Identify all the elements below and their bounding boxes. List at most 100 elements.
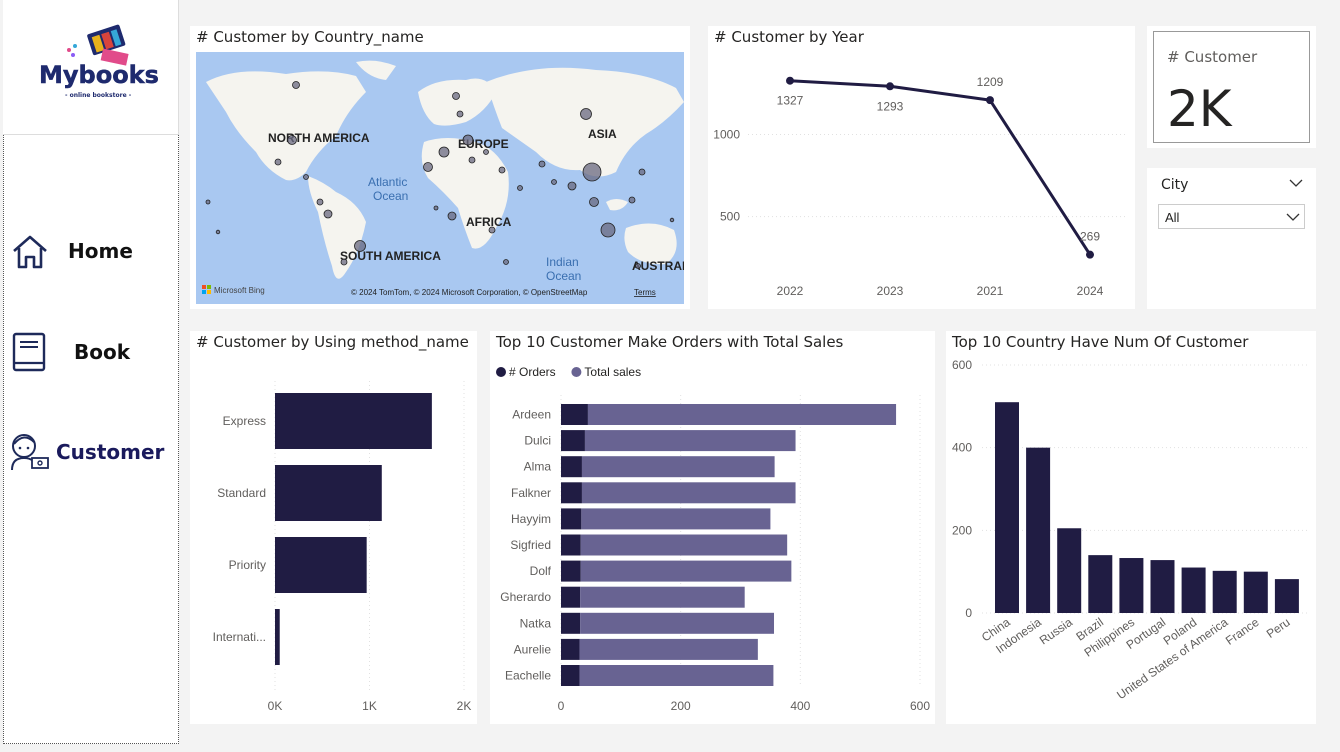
map-bubble[interactable] <box>468 156 476 164</box>
year-data-point[interactable] <box>786 76 794 85</box>
orders-bar[interactable] <box>561 586 581 608</box>
nav-customer[interactable]: Customer <box>8 427 173 477</box>
map-bubble[interactable] <box>483 149 489 155</box>
map-bubble[interactable] <box>354 240 366 252</box>
orders-bar[interactable] <box>561 404 588 425</box>
nav-home[interactable]: Home <box>10 226 175 276</box>
map-bubble[interactable] <box>316 198 324 206</box>
sales-bar[interactable] <box>579 638 758 660</box>
nav-book[interactable]: Book <box>10 327 175 377</box>
map-bubble[interactable] <box>503 259 509 265</box>
sales-bar[interactable] <box>580 586 745 608</box>
sales-bar[interactable] <box>584 430 796 452</box>
map-bubble[interactable] <box>452 92 460 100</box>
country-bar[interactable] <box>1057 528 1082 613</box>
country-bar[interactable] <box>1119 558 1144 613</box>
orders-bar[interactable] <box>561 482 582 504</box>
map-bubble[interactable] <box>456 110 464 118</box>
map-bubble[interactable] <box>580 108 592 120</box>
orders-bar[interactable] <box>561 638 580 660</box>
map-bubble[interactable] <box>551 179 557 185</box>
sales-bar[interactable] <box>580 560 792 582</box>
map-bubble[interactable] <box>638 168 646 176</box>
orders-bar[interactable] <box>561 534 581 556</box>
country-bar[interactable] <box>1026 447 1051 613</box>
map-bubble[interactable] <box>582 162 602 182</box>
country-bar[interactable] <box>1150 560 1175 613</box>
sales-bar[interactable] <box>580 534 788 556</box>
method-bar[interactable] <box>275 609 280 665</box>
method-bar[interactable] <box>275 393 432 449</box>
map-bubble[interactable] <box>215 229 221 235</box>
map-bubble[interactable] <box>323 209 333 219</box>
map-bubble[interactable] <box>303 174 309 180</box>
year-data-point[interactable] <box>886 82 894 91</box>
cust-category-label: Eachelle <box>505 669 551 683</box>
map-bubble[interactable] <box>287 135 297 145</box>
country-bar[interactable] <box>1212 570 1237 613</box>
map-bubble[interactable] <box>423 162 433 172</box>
map-bubble[interactable] <box>589 197 599 207</box>
map-bubble[interactable] <box>292 81 300 89</box>
method-bar[interactable] <box>275 465 382 521</box>
map-bubble[interactable] <box>274 158 282 166</box>
map-bubble[interactable] <box>669 217 675 223</box>
map-bubble[interactable] <box>340 258 348 266</box>
world-map[interactable]: NORTH AMERICA EUROPE ASIA AFRICA SOUTH A… <box>196 52 684 304</box>
sales-bar[interactable] <box>581 482 796 504</box>
orders-bar[interactable] <box>561 456 582 478</box>
country-bar[interactable] <box>1088 555 1113 613</box>
book-icon <box>12 332 46 372</box>
map-bubble[interactable] <box>488 226 496 234</box>
map-bubble[interactable] <box>498 166 506 174</box>
year-xtick-label: 2022 <box>777 284 804 298</box>
map-label-south-america: SOUTH AMERICA <box>340 249 441 263</box>
map-bubble[interactable] <box>567 181 577 191</box>
top-customers-bar-chart[interactable]: # Orders Total sales 0 200 400 600 Ardeen Dulci… <box>490 331 935 724</box>
sales-bar[interactable] <box>580 612 775 634</box>
map-bubble[interactable] <box>600 222 616 238</box>
cust-xtick-label: 200 <box>671 699 691 713</box>
method-bar[interactable] <box>275 537 367 593</box>
map-bubble[interactable] <box>538 160 546 168</box>
cust-category-label: Dolf <box>530 564 552 578</box>
method-panel-title: # Customer by Using method_name <box>196 333 469 351</box>
orders-bar[interactable] <box>561 560 581 582</box>
map-bubble[interactable] <box>447 211 457 221</box>
orders-bar[interactable] <box>561 508 582 530</box>
country-bar[interactable] <box>1181 567 1206 613</box>
year-xtick-label: 2023 <box>877 284 904 298</box>
map-bubble[interactable] <box>433 205 439 211</box>
sales-bar[interactable] <box>587 404 897 425</box>
country-bar[interactable] <box>1274 579 1299 613</box>
map-terms-link[interactable]: Terms <box>634 288 656 297</box>
year-line-chart[interactable]: 500 1000 1327 2022 1293 2023 1209 2021 269 2024 <box>708 26 1135 309</box>
orders-bar[interactable] <box>561 612 581 634</box>
country-bar[interactable] <box>995 402 1019 613</box>
microsoft-bing-logo: Microsoft Bing <box>202 285 265 295</box>
city-dropdown[interactable]: All <box>1158 204 1305 229</box>
country-bar[interactable] <box>1243 571 1268 613</box>
map-bubble[interactable] <box>517 185 523 191</box>
mybooks-logo: Mybooks - online bookstore - <box>39 24 159 99</box>
sales-bar[interactable] <box>581 508 771 530</box>
year-data-point[interactable] <box>986 96 994 105</box>
map-bubble[interactable] <box>438 146 450 158</box>
year-data-label: 1327 <box>777 94 804 108</box>
orders-bar[interactable] <box>561 430 585 452</box>
map-bubble[interactable] <box>462 134 474 146</box>
sales-bar[interactable] <box>579 665 774 686</box>
top-countries-column-chart[interactable]: 0200400600ChinaIndonesiaRussiaBrazilPhil… <box>946 331 1316 724</box>
sales-bar[interactable] <box>581 456 775 478</box>
kpi-card: # Customer 2K <box>1153 31 1310 143</box>
method-bar-chart[interactable]: 0K 1K 2K Express Standard Priority Internati..… <box>190 331 477 724</box>
legend-label: Total sales <box>584 365 641 379</box>
map-label-indian-2: Ocean <box>546 269 581 283</box>
map-bubble[interactable] <box>205 199 211 205</box>
year-data-point[interactable] <box>1086 250 1094 259</box>
chevron-down-icon[interactable] <box>1289 178 1303 188</box>
orders-bar[interactable] <box>561 665 580 686</box>
city-dropdown-value: All <box>1165 210 1180 225</box>
map-bubble[interactable] <box>635 263 641 269</box>
map-bubble[interactable] <box>628 196 636 204</box>
